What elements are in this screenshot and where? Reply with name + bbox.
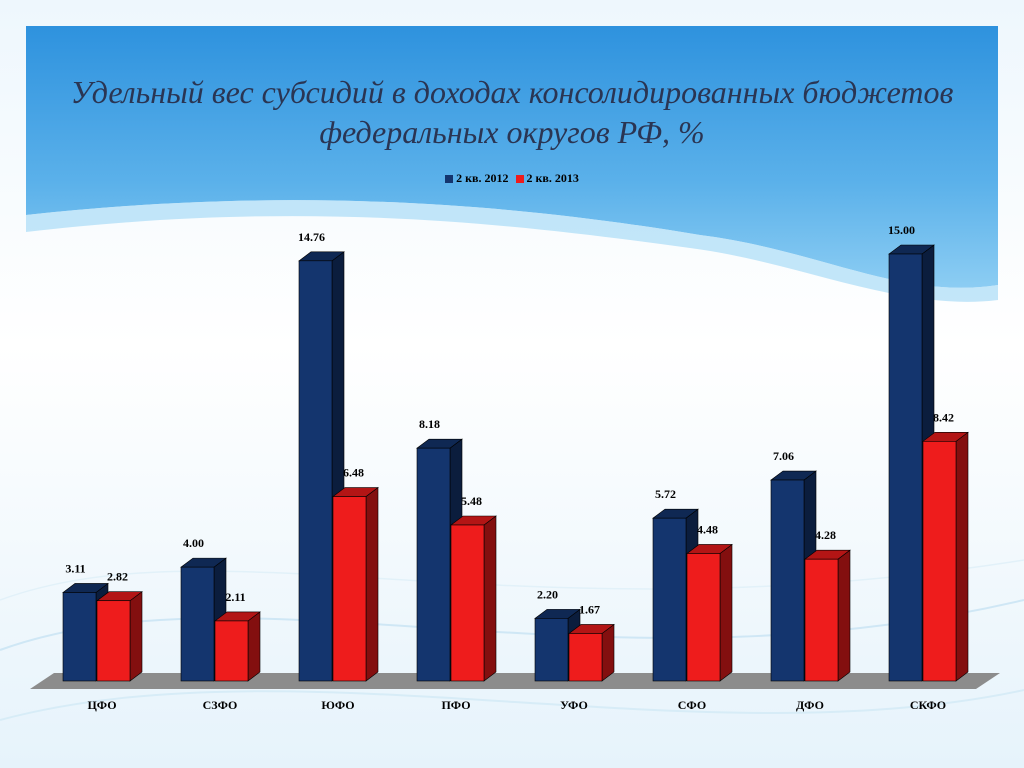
bar-2013-5 <box>568 623 615 682</box>
category-label-6: СФО <box>678 698 706 712</box>
chart-floor <box>30 673 1000 689</box>
header-panel <box>26 26 998 288</box>
value-label-2013-3: 6.48 <box>343 466 364 480</box>
bar-2013-1 <box>96 591 143 682</box>
value-label-2012-1: 3.11 <box>65 561 85 575</box>
legend-item-2012: 2 кв. 2012 <box>445 171 509 186</box>
value-label-2013-8: 8.42 <box>933 410 954 424</box>
legend-item-2013: 2 кв. 2013 <box>515 171 579 186</box>
value-label-2013-7: 4.28 <box>815 528 836 542</box>
category-label-5: УФО <box>560 698 588 712</box>
value-label-2012-2: 4.00 <box>183 536 204 550</box>
value-label-2012-3: 14.76 <box>298 230 325 244</box>
category-label-3: ЮФО <box>321 698 354 712</box>
bar-2013-8 <box>922 431 969 682</box>
legend-swatch-2013 <box>515 174 524 183</box>
legend-label-2013: 2 кв. 2013 <box>526 171 579 185</box>
value-label-2012-5: 2.20 <box>537 587 558 601</box>
bar-2013-2 <box>214 611 261 682</box>
bar-2013-7 <box>804 549 851 682</box>
category-label-7: ДФО <box>796 698 824 712</box>
category-label-8: СКФО <box>910 698 946 712</box>
value-label-2012-8: 15.00 <box>888 223 915 237</box>
category-label-2: СЗФО <box>203 698 238 712</box>
value-label-2013-6: 4.48 <box>697 522 718 536</box>
bg-swirl-2 <box>0 689 1024 721</box>
value-label-2013-1: 2.82 <box>107 570 128 584</box>
bar-2013-4 <box>450 515 497 682</box>
category-label-4: ПФО <box>441 698 470 712</box>
page-title: Удельный вес субсидий в доходах консолид… <box>70 74 954 150</box>
category-label-1: ЦФО <box>87 698 116 712</box>
legend-swatch-2012 <box>445 174 454 183</box>
bar-2013-3 <box>332 486 379 682</box>
value-label-2012-4: 8.18 <box>419 417 440 431</box>
value-label-2013-5: 1.67 <box>579 602 600 616</box>
legend-label-2012: 2 кв. 2012 <box>456 171 509 185</box>
value-label-2012-7: 7.06 <box>773 449 794 463</box>
bar-2013-6 <box>686 543 733 682</box>
legend: 2 кв. 2012 2 кв. 2013 <box>0 171 1024 187</box>
value-label-2013-4: 5.48 <box>461 494 482 508</box>
value-label-2012-6: 5.72 <box>655 487 676 501</box>
value-label-2013-2: 2.11 <box>225 590 245 604</box>
